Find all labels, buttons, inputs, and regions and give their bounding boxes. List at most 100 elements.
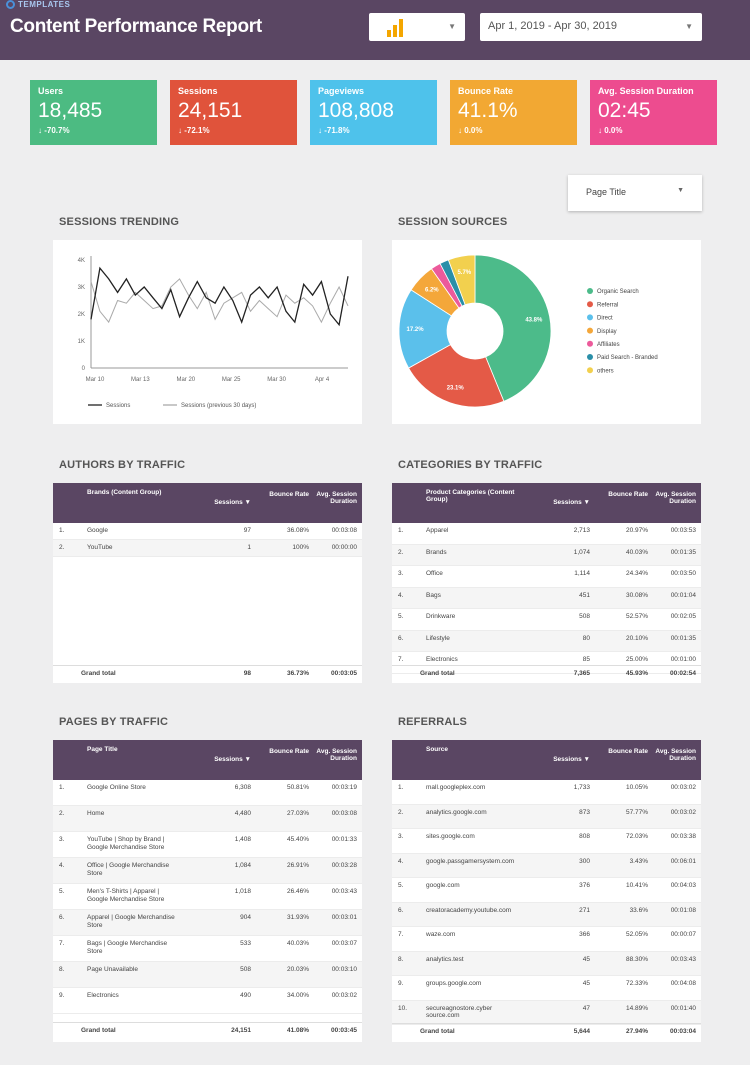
pie-slice-label: 6.2% <box>425 287 439 293</box>
kpi-value: 18,485 <box>38 99 103 122</box>
date-range-label: Apr 1, 2019 - Apr 30, 2019 <box>488 20 618 32</box>
table-header: Page Title Sessions ▼ Bounce Rate Avg. Sess… <box>53 740 362 780</box>
table-cell: 1,074 <box>573 548 590 556</box>
table-row[interactable]: 8. analytics.test 45 88.30% 00:03:43 <box>392 951 701 976</box>
table-cell: 1 <box>247 544 251 551</box>
table-cell: 40.03% <box>286 940 309 947</box>
table-row[interactable]: 1. Google 97 36.08% 00:03:08 <box>53 523 362 540</box>
table-row[interactable]: 3. Office 1,114 24.34% 00:03:50 <box>392 566 701 588</box>
table-row[interactable]: 4. Office | Google Merchandise Store 1,084… <box>53 858 362 884</box>
column-header-3[interactable]: Avg. Session Duration <box>316 491 357 505</box>
table-cell: Bags | Google Merchandise Store <box>87 940 168 955</box>
bar-chart-icon <box>387 19 407 37</box>
table-row[interactable]: 8. Page Unavailable 508 20.03% 00:03:10 <box>53 962 362 988</box>
table-row[interactable]: 6. Lifestyle 80 20.10% 00:01:35 <box>392 630 701 652</box>
table-row[interactable]: 7. Bags | Google Merchandise Store 533 40.0… <box>53 936 362 962</box>
column-header-1[interactable]: Sessions ▼ <box>214 756 251 763</box>
table-cell: 1. <box>398 784 404 791</box>
column-header-0[interactable]: Page Title <box>87 746 118 753</box>
column-header-3[interactable]: Avg. Session Duration <box>655 491 696 505</box>
sessions-trending-chart: 0 1K 2K 3K 4K Mar 10 Mar 13 Mar 20 Mar 25 Mar 30 A… <box>78 256 349 409</box>
table-row[interactable]: 7. Electronics 85 25.00% 00:01:00 <box>392 652 701 674</box>
table-cell: Page Unavailable <box>87 966 138 973</box>
legend-label: Direct <box>597 316 613 322</box>
table-cell: 00:06:01 <box>670 857 696 865</box>
table-header: Source Sessions ▼ Bounce Rate Avg. Session … <box>392 740 701 780</box>
table-grand-total: Grand total 98 36.73% 00:03:05 <box>53 665 362 683</box>
chevron-down-icon: ▼ <box>677 187 684 194</box>
y-tick-label: 1K <box>78 339 85 345</box>
table-row[interactable]: 1. mall.googleplex.com 1,733 10.05% 00:03:02 <box>392 780 701 805</box>
table-cell: 00:00:00 <box>331 544 357 551</box>
column-header-0[interactable]: Product Categories (Content Group) <box>426 489 515 503</box>
table-cell: 20.97% <box>625 527 648 534</box>
data-source-selector[interactable]: ▼ <box>369 13 465 41</box>
table-cell: 2. <box>59 810 65 817</box>
table-row[interactable]: 2. Home 4,480 27.03% 00:03:08 <box>53 806 362 832</box>
table-row[interactable]: 4. Bags 451 30.08% 00:01:04 <box>392 587 701 609</box>
table-row[interactable]: 6. creatoracademy.youtube.com 271 33.6% 00:0… <box>392 902 701 927</box>
table-row[interactable]: 3. YouTube | Shop by Brand | Google Merch… <box>53 832 362 858</box>
table-cell: 4,480 <box>234 810 251 817</box>
column-header-3[interactable]: Avg. Session Duration <box>655 748 696 762</box>
table-row[interactable]: 6. Apparel | Google Merchandise Store 904 3… <box>53 910 362 936</box>
date-range-picker[interactable]: Apr 1, 2019 - Apr 30, 2019 ▼ <box>480 13 702 41</box>
series-line-1 <box>90 278 349 324</box>
column-header-1[interactable]: Sessions ▼ <box>214 499 251 506</box>
column-header-0[interactable]: Brands (Content Group) <box>87 489 162 496</box>
table-cell: 9. <box>59 992 65 999</box>
kpi-value: 41.1% <box>458 99 518 122</box>
pages-table: Page Title Sessions ▼ Bounce Rate Avg. Sess… <box>53 740 362 1042</box>
table-cell: 508 <box>579 613 590 620</box>
table-cell: Lifestyle <box>426 634 450 642</box>
column-header-2[interactable]: Bounce Rate <box>269 491 309 498</box>
table-cell: 2. <box>59 544 65 551</box>
table-row[interactable]: 2. YouTube 1 100% 00:00:00 <box>53 540 362 557</box>
column-header-2[interactable]: Bounce Rate <box>608 748 648 755</box>
table-cell: 00:03:19 <box>331 784 357 791</box>
table-row[interactable]: 9. groups.google.com 45 72.33% 00:04:08 <box>392 976 701 1001</box>
table-cell: 25.00% <box>625 656 648 663</box>
table-row[interactable]: 7. waze.com 366 52.05% 00:00:07 <box>392 927 701 952</box>
table-row[interactable]: 5. Men's T-Shirts | Apparel | Google Merc… <box>53 884 362 910</box>
table-row[interactable]: 5. google.com 376 10.41% 00:04:03 <box>392 878 701 903</box>
table-row[interactable]: 1. Apparel 2,713 20.97% 00:03:53 <box>392 523 701 545</box>
column-header-3[interactable]: Avg. Session Duration <box>316 748 357 762</box>
y-tick-label: 0 <box>82 366 86 372</box>
table-cell: 8. <box>398 955 404 963</box>
table-cell: mall.googleplex.com <box>426 784 486 791</box>
total-cell: Grand total <box>81 1027 116 1034</box>
column-header-2[interactable]: Bounce Rate <box>608 491 648 498</box>
table-row[interactable]: 3. sites.google.com 808 72.03% 00:03:38 <box>392 829 701 854</box>
table-row[interactable]: 5. Drinkware 508 52.57% 00:02:05 <box>392 609 701 631</box>
table-row[interactable]: 1. Google Online Store 6,308 50.81% 00:03:19 <box>53 780 362 806</box>
column-header-1[interactable]: Sessions ▼ <box>553 499 590 506</box>
table-row[interactable]: 2. Brands 1,074 40.03% 00:01:35 <box>392 544 701 566</box>
page-title-filter[interactable]: Page Title ▼ <box>568 175 702 211</box>
table-header: Brands (Content Group) Sessions ▼ Bounce R… <box>53 483 362 523</box>
table-cell: 7. <box>59 940 65 947</box>
table-row[interactable]: 2. analytics.google.com 873 57.77% 00:03:02 <box>392 804 701 829</box>
referrals-table: Source Sessions ▼ Bounce Rate Avg. Session … <box>392 740 701 1042</box>
chevron-down-icon: ▼ <box>685 22 693 31</box>
total-cell: Grand total <box>81 670 116 677</box>
table-cell: 808 <box>579 833 590 840</box>
column-header-1[interactable]: Sessions ▼ <box>553 756 590 763</box>
legend-label: Referral <box>597 302 618 308</box>
table-cell: 1,408 <box>234 836 251 843</box>
legend-dot <box>587 354 593 360</box>
table-row[interactable]: 10. secureagnostore.cyber source.com 47 14.… <box>392 1000 701 1025</box>
kpi-delta: ↓ -70.7% <box>38 126 70 135</box>
table-row[interactable]: 9. Electronics 490 34.00% 00:03:02 <box>53 988 362 1014</box>
table-cell: 2. <box>398 808 404 816</box>
table-cell: Bags <box>426 591 441 599</box>
table-cell: 2. <box>398 548 404 556</box>
pie-slice-label: 23.1% <box>447 386 465 392</box>
legend-dot <box>587 301 593 308</box>
total-cell: 00:03:05 <box>330 670 357 677</box>
table-cell: 26.46% <box>286 888 309 895</box>
column-header-0[interactable]: Source <box>426 746 449 753</box>
column-header-2[interactable]: Bounce Rate <box>269 748 309 755</box>
kpi-delta: ↓ -71.8% <box>318 126 350 135</box>
table-row[interactable]: 4. google.passgamersystem.com 300 3.43% 00:0… <box>392 853 701 878</box>
